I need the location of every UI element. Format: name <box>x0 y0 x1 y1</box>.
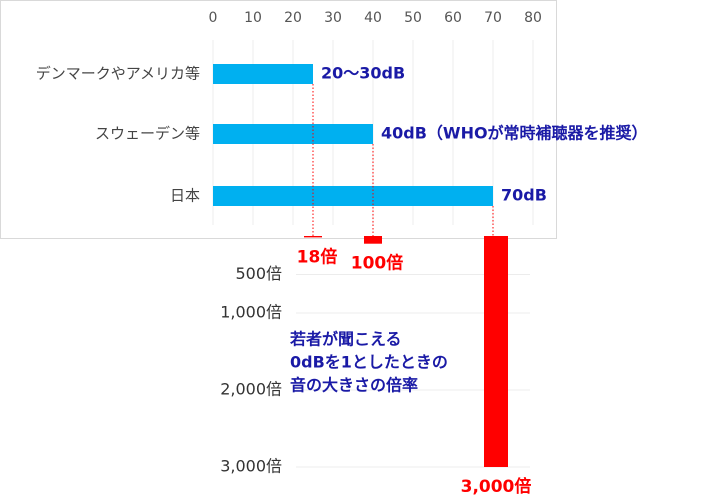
y-tick-label: 1,000倍 <box>220 303 282 322</box>
value-label: 18倍 <box>297 246 338 267</box>
x-tick-label: 0 <box>209 10 218 26</box>
annotation: 音の大きさの倍率 <box>290 376 418 395</box>
value-label: 70dB <box>501 186 547 205</box>
y-tick-label: 500倍 <box>235 264 282 283</box>
category-label: 日本 <box>170 187 200 205</box>
x-tick-label: 40 <box>364 10 382 26</box>
x-tick-label: 10 <box>244 10 262 26</box>
category-label: デンマークやアメリカ等 <box>36 65 200 83</box>
bar <box>484 236 508 467</box>
x-tick-label: 80 <box>524 10 542 26</box>
annotation: 0dBを1としたときの <box>290 353 448 372</box>
x-tick-label: 70 <box>484 10 502 26</box>
value-label: 100倍 <box>351 253 404 274</box>
bar <box>213 64 313 84</box>
bar <box>213 124 373 144</box>
value-label: 40dB（WHOが常時補聴器を推奨） <box>381 124 648 143</box>
x-tick-label: 50 <box>404 10 422 26</box>
annotation: 若者が聞こえる <box>289 330 402 349</box>
category-label: スウェーデン等 <box>95 125 200 143</box>
y-tick-label: 3,000倍 <box>220 457 282 476</box>
bar <box>304 236 322 238</box>
x-tick-label: 30 <box>324 10 342 26</box>
x-tick-label: 20 <box>284 10 302 26</box>
bar <box>364 236 382 244</box>
value-label: 20～30dB <box>321 64 405 83</box>
x-tick-label: 60 <box>444 10 462 26</box>
y-tick-label: 2,000倍 <box>220 380 282 399</box>
value-label: 3,000倍 <box>461 476 532 497</box>
bar <box>213 186 493 206</box>
